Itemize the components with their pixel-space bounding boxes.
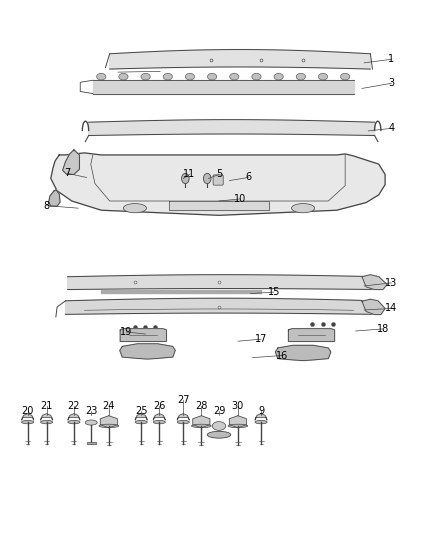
Polygon shape	[41, 414, 53, 420]
Text: 5: 5	[216, 169, 222, 180]
Ellipse shape	[208, 74, 217, 80]
Text: 4: 4	[389, 123, 395, 133]
Polygon shape	[49, 190, 60, 206]
Ellipse shape	[340, 74, 350, 80]
Polygon shape	[63, 150, 79, 174]
Text: 16: 16	[276, 351, 288, 360]
Polygon shape	[135, 414, 147, 420]
Text: 19: 19	[120, 327, 133, 337]
Bar	[87, 442, 95, 444]
FancyBboxPatch shape	[213, 175, 223, 185]
Text: 26: 26	[153, 401, 166, 411]
Text: 15: 15	[268, 287, 280, 297]
Polygon shape	[100, 416, 117, 427]
Text: 18: 18	[377, 324, 389, 334]
Ellipse shape	[163, 74, 173, 80]
Ellipse shape	[296, 74, 305, 80]
Polygon shape	[230, 416, 247, 427]
Text: 8: 8	[43, 200, 49, 211]
Polygon shape	[193, 416, 210, 427]
Ellipse shape	[318, 74, 328, 80]
Ellipse shape	[252, 74, 261, 80]
Ellipse shape	[274, 74, 283, 80]
Text: 23: 23	[85, 406, 97, 416]
Text: 1: 1	[389, 54, 395, 64]
Ellipse shape	[119, 74, 128, 80]
Ellipse shape	[135, 421, 147, 424]
Polygon shape	[51, 153, 385, 215]
Text: 13: 13	[385, 278, 398, 288]
Ellipse shape	[85, 420, 97, 425]
Polygon shape	[66, 298, 377, 314]
Text: 20: 20	[21, 406, 34, 416]
Polygon shape	[362, 274, 387, 289]
Polygon shape	[120, 344, 175, 359]
Ellipse shape	[141, 74, 150, 80]
Polygon shape	[362, 299, 385, 314]
Text: 29: 29	[213, 406, 225, 416]
Text: 27: 27	[177, 394, 190, 405]
Ellipse shape	[182, 173, 189, 183]
Ellipse shape	[228, 424, 248, 427]
Text: 14: 14	[385, 303, 398, 313]
Text: 3: 3	[389, 78, 395, 88]
Ellipse shape	[68, 421, 80, 424]
Text: 21: 21	[40, 401, 53, 411]
Ellipse shape	[255, 421, 267, 424]
Ellipse shape	[124, 204, 146, 213]
Ellipse shape	[21, 421, 34, 424]
Text: 28: 28	[195, 401, 208, 411]
Ellipse shape	[41, 421, 53, 424]
Ellipse shape	[292, 204, 314, 213]
Text: 9: 9	[258, 406, 264, 416]
Text: 22: 22	[68, 401, 80, 411]
Polygon shape	[177, 414, 189, 420]
Polygon shape	[276, 345, 331, 361]
Text: 25: 25	[135, 406, 148, 416]
Ellipse shape	[97, 74, 106, 80]
Text: 24: 24	[102, 401, 115, 411]
Text: 10: 10	[234, 194, 246, 204]
Polygon shape	[153, 414, 166, 420]
Polygon shape	[21, 414, 34, 420]
Ellipse shape	[185, 74, 194, 80]
Ellipse shape	[207, 431, 231, 438]
Text: 11: 11	[184, 169, 196, 180]
Ellipse shape	[203, 173, 211, 183]
Text: 30: 30	[232, 401, 244, 411]
Polygon shape	[68, 414, 80, 420]
Polygon shape	[120, 329, 166, 342]
Polygon shape	[169, 201, 269, 210]
Polygon shape	[255, 414, 267, 420]
Polygon shape	[110, 50, 371, 69]
Polygon shape	[88, 119, 374, 135]
Ellipse shape	[191, 424, 211, 427]
Ellipse shape	[153, 421, 166, 424]
Polygon shape	[288, 329, 335, 342]
Text: 7: 7	[64, 168, 71, 179]
Ellipse shape	[177, 421, 189, 424]
Text: 6: 6	[245, 173, 251, 182]
Polygon shape	[67, 274, 379, 289]
Ellipse shape	[212, 422, 226, 430]
Text: 17: 17	[255, 334, 267, 344]
Ellipse shape	[99, 424, 119, 427]
Ellipse shape	[230, 74, 239, 80]
